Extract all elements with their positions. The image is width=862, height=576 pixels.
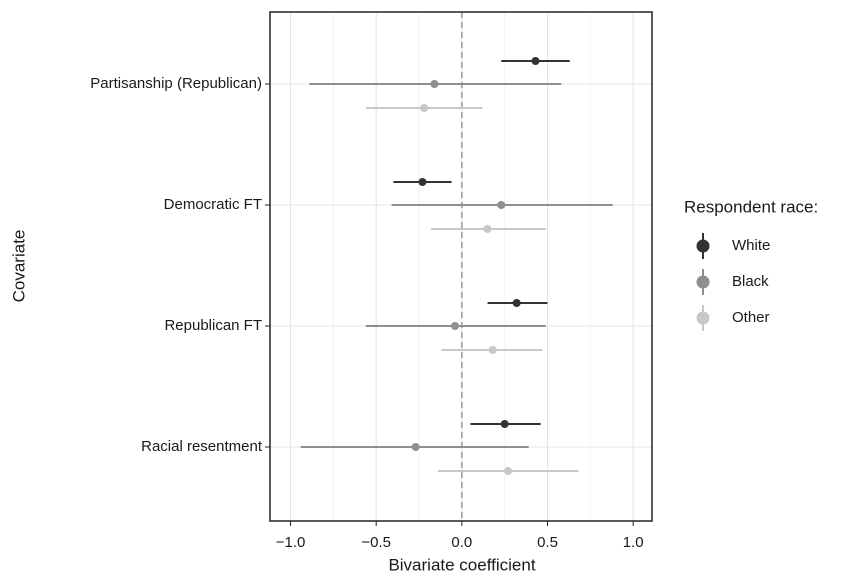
legend-title: Respondent race: [684,197,818,216]
x-tick-label: 0.5 [537,534,558,551]
y-axis-title: Covariate [9,230,28,303]
legend-label: Black [732,273,769,290]
point [420,104,429,112]
point [430,80,439,88]
point [504,467,513,475]
point [451,322,460,330]
panel-background [270,12,652,521]
point [483,225,492,233]
legend-label: Other [732,309,770,326]
point [500,420,509,428]
point [411,443,420,451]
point [488,346,497,354]
panel-border [269,11,653,522]
y-tick-label: Democratic FT [164,196,262,213]
point [418,178,427,186]
x-tick-label: −1.0 [276,534,306,551]
point [512,299,521,307]
point [531,57,540,65]
x-tick-label: 0.0 [451,534,472,551]
x-tick-label: 1.0 [623,534,644,551]
x-tick-label: −0.5 [361,534,391,551]
y-tick-label: Republican FT [164,317,262,334]
point [497,201,506,209]
legend-key-point [696,275,710,289]
legend-key-point [696,239,710,253]
legend-label: White [732,237,770,254]
legend-key-point [696,311,710,325]
x-axis-title: Bivariate coefficient [388,555,535,574]
y-tick-label: Racial resentment [141,438,263,455]
y-tick-label: Partisanship (Republican) [90,75,262,92]
